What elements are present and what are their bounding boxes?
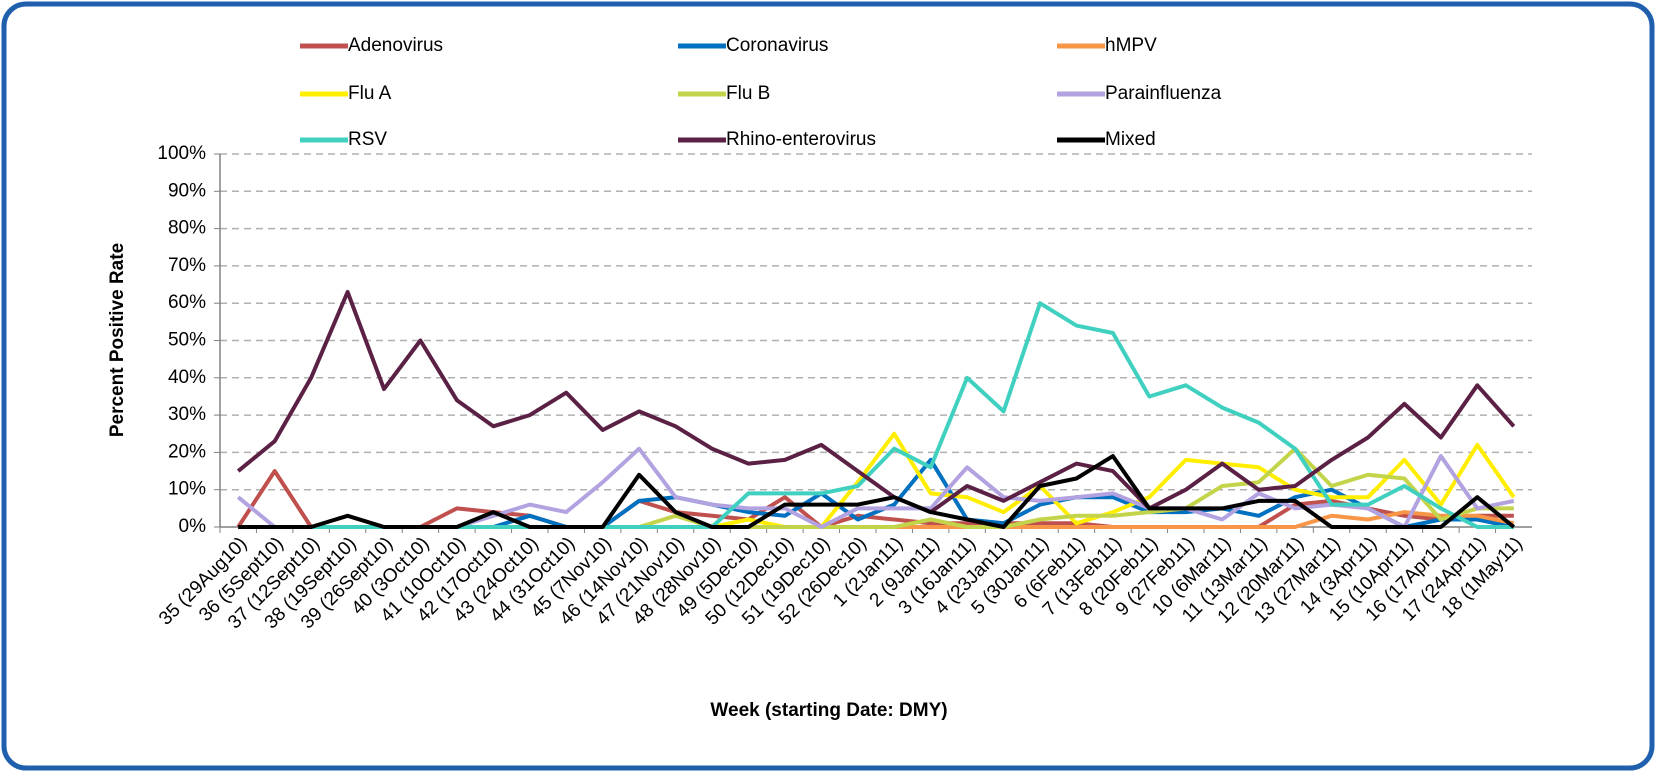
y-tick-label: 50% <box>168 330 206 351</box>
series-line <box>236 290 1516 515</box>
y-tick-label: 10% <box>168 479 206 500</box>
legend-label: Adenovirus <box>348 35 443 56</box>
x-axis-title: Week (starting Date: DMY) <box>710 700 947 721</box>
legend-label: Rhino-enterovirus <box>726 129 876 150</box>
legend-label: hMPV <box>1105 35 1157 56</box>
y-axis-title: Percent Positive Rate <box>107 243 128 437</box>
y-tick-label: 0% <box>179 516 207 537</box>
y-tick-label: 100% <box>157 143 206 164</box>
legend-label: Parainfluenza <box>1105 83 1222 104</box>
y-tick-label: 90% <box>168 180 206 201</box>
y-tick-label: 60% <box>168 292 206 313</box>
legend-label: Flu A <box>348 83 392 104</box>
legend-label: Coronavirus <box>726 35 828 56</box>
y-tick-label: 40% <box>168 367 206 388</box>
y-tick-label: 70% <box>168 255 206 276</box>
legend-label: Mixed <box>1105 129 1156 150</box>
y-tick-label: 20% <box>168 441 206 462</box>
legend-label: RSV <box>348 129 387 150</box>
series-line <box>238 454 1516 529</box>
legend-label: Flu B <box>726 83 770 104</box>
y-tick-label: 80% <box>168 218 206 239</box>
y-tick-label: 30% <box>168 404 206 425</box>
